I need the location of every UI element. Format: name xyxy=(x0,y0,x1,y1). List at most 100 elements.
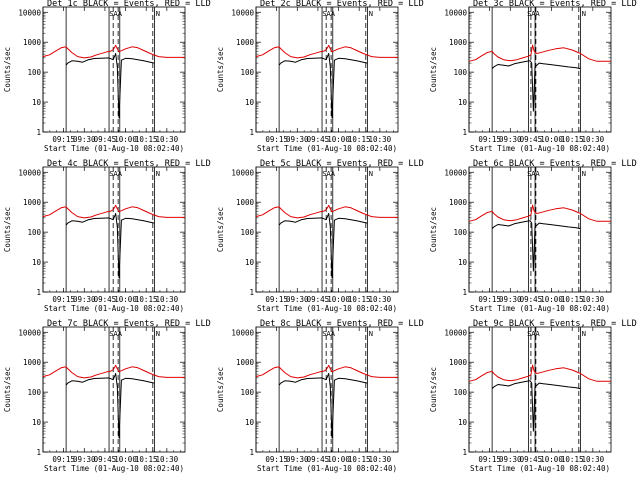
series-line-events xyxy=(278,213,368,279)
y-tick-label: 10 xyxy=(32,418,42,427)
x-tick-label: 10:30 xyxy=(156,295,179,304)
y-tick-label: 10000 xyxy=(231,168,254,177)
x-tick-label: 09:45 xyxy=(307,295,330,304)
x-tick-label: 09:30 xyxy=(499,295,522,304)
y-tick-label: 10 xyxy=(245,418,255,427)
x-axis-label: Start Time (01-Aug-10 08:02:40) xyxy=(470,144,610,153)
annotation-n: N xyxy=(156,330,160,338)
y-tick-label: 100 xyxy=(240,388,254,397)
y-tick-label: 10000 xyxy=(231,8,254,17)
y-tick-label: 100 xyxy=(453,388,467,397)
y-tick-label: 10 xyxy=(245,98,255,107)
series-line-lld xyxy=(255,204,398,219)
x-tick-label: 10:30 xyxy=(582,135,605,144)
x-axis-label: Start Time (01-Aug-10 08:02:40) xyxy=(44,304,184,313)
axis-box xyxy=(468,326,612,453)
annotation-saa: SAA xyxy=(322,170,335,178)
x-tick-label: 10:00 xyxy=(540,295,563,304)
annotation-saa: SAA xyxy=(322,10,335,18)
axis-box xyxy=(42,166,186,293)
x-tick-label: 09:45 xyxy=(307,455,330,464)
annotation-n: N xyxy=(156,10,160,18)
series-line-events xyxy=(491,380,581,432)
panel-2: Det 2c BLACK = Events, RED = LLD 1 10 100 10… xyxy=(216,0,424,153)
y-tick-label: 1000 xyxy=(23,358,42,367)
y-tick-label: 100 xyxy=(453,68,467,77)
y-tick-label: 1 xyxy=(249,288,254,297)
panel-8: Det 8c BLACK = Events, RED = LLD 1 10 100 10… xyxy=(216,319,424,473)
x-tick-label: 09:45 xyxy=(94,455,117,464)
panel-7: Det 7c BLACK = Events, RED = LLD 1 10 100 10… xyxy=(3,319,211,473)
x-tick-label: 09:30 xyxy=(286,295,309,304)
y-tick-label: 100 xyxy=(453,228,467,237)
annotation-saa: SAA xyxy=(527,170,540,178)
x-tick-label: 09:15 xyxy=(478,295,501,304)
x-tick-label: 10:15 xyxy=(561,295,584,304)
y-axis-label: Counts/sec xyxy=(216,207,225,252)
annotation-saa: SAA xyxy=(109,170,122,178)
y-tick-label: 100 xyxy=(27,228,41,237)
x-axis-label: Start Time (01-Aug-10 08:02:40) xyxy=(257,464,397,473)
y-tick-label: 10 xyxy=(458,98,468,107)
y-axis-label: Counts/sec xyxy=(429,367,438,412)
series-line-events xyxy=(65,373,155,439)
y-tick-label: 1000 xyxy=(449,198,468,207)
y-tick-label: 1 xyxy=(36,448,41,457)
x-tick-label: 10:15 xyxy=(135,455,158,464)
x-tick-label: 09:15 xyxy=(478,135,501,144)
annotation-n: N xyxy=(369,10,373,18)
x-axis-label: Start Time (01-Aug-10 08:02:40) xyxy=(44,464,184,473)
series-line-lld xyxy=(42,204,185,219)
panel-6: Det 6c BLACK = Events, RED = LLD 1 10 100 10… xyxy=(429,159,637,313)
y-tick-label: 10000 xyxy=(231,328,254,337)
series-line-lld xyxy=(255,364,398,379)
y-tick-label: 10000 xyxy=(444,168,467,177)
series-line-events xyxy=(65,213,155,279)
annotation-n: N xyxy=(582,330,586,338)
y-tick-label: 10 xyxy=(245,258,255,267)
panel-title: Det 5c BLACK = Events, RED = LLD xyxy=(260,159,424,169)
x-tick-label: 09:15 xyxy=(52,295,75,304)
annotation-saa: SAA xyxy=(527,330,540,338)
panel-title: Det 7c BLACK = Events, RED = LLD xyxy=(47,319,211,329)
x-tick-label: 09:30 xyxy=(73,295,96,304)
x-tick-label: 09:30 xyxy=(73,455,96,464)
series-line-lld xyxy=(468,204,611,222)
series-line-events xyxy=(491,220,581,272)
y-tick-label: 10 xyxy=(458,258,468,267)
x-tick-label: 09:45 xyxy=(520,295,543,304)
x-tick-label: 10:00 xyxy=(540,455,563,464)
x-tick-label: 09:30 xyxy=(286,135,309,144)
x-tick-label: 10:00 xyxy=(114,295,137,304)
y-tick-label: 10 xyxy=(32,258,42,267)
x-tick-label: 09:30 xyxy=(499,455,522,464)
y-tick-label: 1 xyxy=(462,128,467,137)
x-tick-label: 10:15 xyxy=(135,135,158,144)
series-line-lld xyxy=(468,364,611,382)
annotation-n: N xyxy=(369,170,373,178)
axis-box xyxy=(468,6,612,133)
y-tick-label: 1 xyxy=(249,128,254,137)
panel-title: Det 9c BLACK = Events, RED = LLD xyxy=(473,319,637,329)
y-tick-label: 1000 xyxy=(236,198,255,207)
y-tick-label: 1 xyxy=(462,288,467,297)
x-axis-label: Start Time (01-Aug-10 08:02:40) xyxy=(470,464,610,473)
x-tick-label: 09:30 xyxy=(286,455,309,464)
y-tick-label: 1000 xyxy=(449,358,468,367)
y-axis-label: Counts/sec xyxy=(429,207,438,252)
x-tick-label: 10:00 xyxy=(114,135,137,144)
x-tick-label: 09:30 xyxy=(499,135,522,144)
annotation-n: N xyxy=(582,10,586,18)
series-line-events xyxy=(278,53,368,119)
panel-title: Det 1c BLACK = Events, RED = LLD xyxy=(47,0,211,9)
axis-box xyxy=(42,326,186,453)
y-tick-label: 1000 xyxy=(449,38,468,47)
panel-5: Det 5c BLACK = Events, RED = LLD 1 10 100 10… xyxy=(216,159,424,313)
annotation-n: N xyxy=(369,330,373,338)
y-tick-label: 1 xyxy=(249,448,254,457)
y-axis-label: Counts/sec xyxy=(429,47,438,92)
x-axis-label: Start Time (01-Aug-10 08:02:40) xyxy=(257,144,397,153)
x-tick-label: 10:30 xyxy=(369,295,392,304)
series-line-events xyxy=(278,373,368,439)
x-tick-label: 10:00 xyxy=(327,135,350,144)
